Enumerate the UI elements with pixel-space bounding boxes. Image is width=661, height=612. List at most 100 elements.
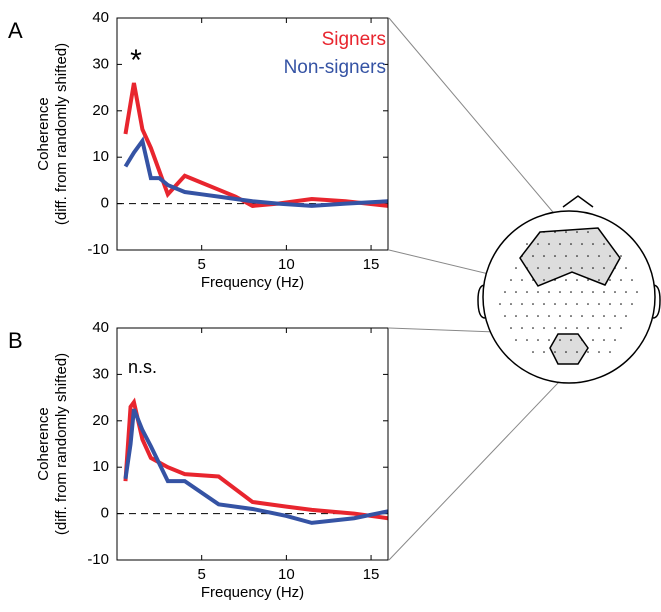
electrode xyxy=(570,243,572,245)
electrode xyxy=(548,243,550,245)
electrode xyxy=(543,231,545,233)
electrode xyxy=(592,243,594,245)
electrode xyxy=(598,327,600,329)
electrode xyxy=(515,267,517,269)
electrode xyxy=(543,303,545,305)
electrode xyxy=(614,339,616,341)
electrode xyxy=(631,279,633,281)
electrode xyxy=(614,291,616,293)
electrode xyxy=(543,327,545,329)
y-tick-label: 10 xyxy=(92,458,109,475)
electrode xyxy=(559,243,561,245)
panel-label: A xyxy=(8,18,23,43)
electrode xyxy=(526,291,528,293)
series-line xyxy=(123,397,388,521)
electrode xyxy=(614,267,616,269)
y-tick-label: 40 xyxy=(92,9,109,26)
y-tick-label: 20 xyxy=(92,412,109,429)
electrode xyxy=(576,231,578,233)
electrode xyxy=(598,351,600,353)
y-tick-label: 30 xyxy=(92,55,109,72)
electrode xyxy=(526,339,528,341)
electrode xyxy=(598,279,600,281)
electrode xyxy=(620,255,622,257)
y-tick-label: 30 xyxy=(92,365,109,382)
electrode xyxy=(625,291,627,293)
panel-label: B xyxy=(8,328,23,353)
connectors xyxy=(388,17,579,561)
electrode xyxy=(620,327,622,329)
y-tick-label: -10 xyxy=(87,241,109,258)
electrode xyxy=(587,303,589,305)
electrode xyxy=(548,291,550,293)
y-tick-label: 0 xyxy=(101,505,109,522)
y-tick-label: -10 xyxy=(87,551,109,568)
electrode xyxy=(537,291,539,293)
electrode xyxy=(554,231,556,233)
electrode xyxy=(603,243,605,245)
frontal-region xyxy=(519,227,621,287)
electrode xyxy=(543,279,545,281)
electrode xyxy=(499,303,501,305)
electrode xyxy=(543,255,545,257)
electrode xyxy=(526,267,528,269)
parietal-region xyxy=(549,333,589,365)
electrode xyxy=(587,255,589,257)
electrode xyxy=(614,315,616,317)
electrode xyxy=(532,327,534,329)
electrode xyxy=(603,315,605,317)
electrode xyxy=(576,351,578,353)
electrode xyxy=(576,327,578,329)
electrode xyxy=(504,315,506,317)
electrode xyxy=(598,255,600,257)
series-line xyxy=(123,82,388,208)
electrode xyxy=(636,291,638,293)
electrode xyxy=(521,255,523,257)
electrode xyxy=(570,339,572,341)
electrode xyxy=(609,327,611,329)
electrode xyxy=(554,279,556,281)
electrode xyxy=(581,291,583,293)
electrode xyxy=(537,267,539,269)
electrode xyxy=(587,231,589,233)
electrode xyxy=(609,303,611,305)
electrode xyxy=(548,267,550,269)
electrode xyxy=(570,291,572,293)
y-tick-label: 40 xyxy=(92,319,109,336)
electrode xyxy=(620,279,622,281)
electrode xyxy=(532,279,534,281)
electrode xyxy=(581,267,583,269)
plot-frame xyxy=(116,17,389,251)
electrode xyxy=(565,231,567,233)
electrode xyxy=(548,339,550,341)
electrode xyxy=(565,255,567,257)
head-diagram xyxy=(477,195,661,384)
plot-frame xyxy=(116,327,389,561)
electrode xyxy=(510,303,512,305)
y-tick-label: 20 xyxy=(92,102,109,119)
electrode xyxy=(526,315,528,317)
electrode xyxy=(515,291,517,293)
electrode xyxy=(559,339,561,341)
annotation: n.s. xyxy=(128,357,157,377)
electrode xyxy=(581,243,583,245)
electrode xyxy=(532,303,534,305)
electrode xyxy=(510,327,512,329)
electrode xyxy=(592,315,594,317)
electrode xyxy=(620,303,622,305)
electrode xyxy=(631,303,633,305)
electrode xyxy=(609,351,611,353)
electrode xyxy=(515,339,517,341)
y-axis-label: (diff. from randomly shifted) xyxy=(53,353,70,535)
y-axis-label: Coherence xyxy=(35,97,52,170)
y-axis-label: Coherence xyxy=(35,407,52,480)
electrode xyxy=(526,243,528,245)
electrode xyxy=(587,279,589,281)
electrode xyxy=(532,351,534,353)
electrode xyxy=(559,315,561,317)
x-axis-label: Frequency (Hz) xyxy=(201,274,304,291)
annotation: * xyxy=(130,44,142,77)
legend-entry: Non-signers xyxy=(284,57,386,78)
electrode xyxy=(609,255,611,257)
